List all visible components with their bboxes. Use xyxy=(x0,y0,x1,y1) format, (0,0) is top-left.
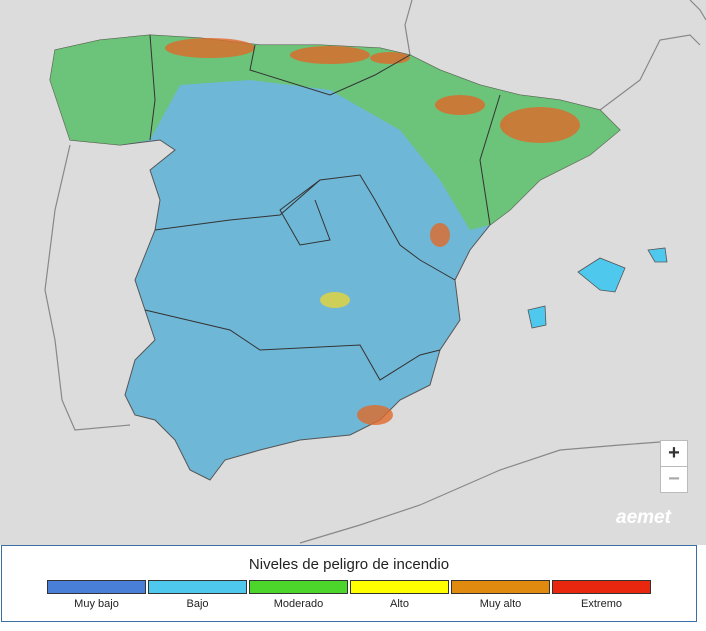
legend-swatch xyxy=(451,580,550,594)
coastlines xyxy=(44,0,706,544)
legend-label: Moderado xyxy=(273,598,324,610)
logo: aemet xyxy=(616,507,671,528)
legend-label: Alto xyxy=(390,598,409,610)
legend-label: Bajo xyxy=(186,598,209,610)
legend-label: Extremo xyxy=(581,598,622,610)
zoom-out[interactable]: − xyxy=(660,466,688,493)
legend-title: Niveles de peligro de incendio xyxy=(248,556,450,573)
legend: Niveles de peligro de incendio Muy bajo B… xyxy=(1,545,697,622)
legend-swatch xyxy=(350,580,449,594)
legend-swatch xyxy=(552,580,651,594)
regions xyxy=(144,34,501,381)
legend-swatch xyxy=(47,580,146,594)
legend-label: Muy bajo xyxy=(74,598,119,610)
high-danger xyxy=(165,38,580,425)
islands xyxy=(527,247,668,329)
north-zone xyxy=(50,35,620,230)
legend-swatch xyxy=(249,580,348,594)
legend-swatch xyxy=(148,580,247,594)
map xyxy=(0,0,706,545)
legend-label: Muy alto xyxy=(479,598,522,610)
zoom-in[interactable]: + xyxy=(660,440,688,467)
